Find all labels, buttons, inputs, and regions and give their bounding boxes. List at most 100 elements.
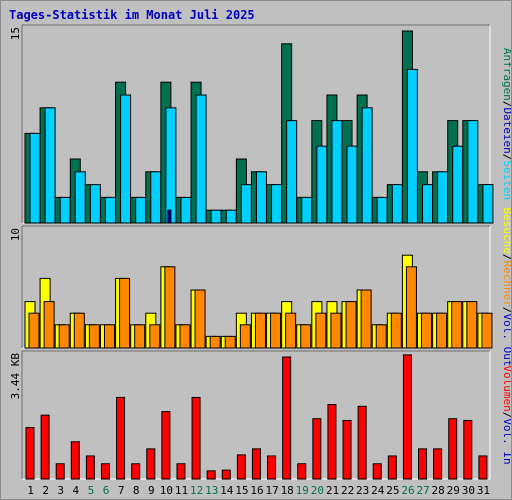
bar-dateien-31: [482, 184, 494, 224]
legend-text-1-3: /: [501, 154, 511, 161]
legend-text-2-1: /: [501, 254, 511, 261]
bar-rechner-10: [164, 266, 176, 349]
x-tick-label-23: 23: [356, 484, 369, 497]
bar-dateien-22: [346, 145, 358, 224]
x-tick-label-19: 19: [296, 484, 309, 497]
bar-dateien-29: [452, 145, 464, 224]
bar-dateien-13: [210, 209, 222, 224]
bar-volumen-14: [221, 469, 231, 480]
bar-volumen-24: [372, 463, 382, 480]
bar-dateien-21: [331, 120, 343, 224]
bar-volumen-1: [25, 427, 35, 480]
bar-rechner-15: [239, 324, 251, 349]
bar-dateien-11: [180, 196, 192, 224]
legend-text-3-0: Volumen: [501, 365, 511, 411]
bar-rechner-20: [315, 312, 327, 349]
x-tick-label-31: 31: [477, 484, 490, 497]
bar-volumen-28: [433, 448, 443, 480]
bar-volumen-16: [251, 448, 261, 480]
legend-text-1-1: /: [501, 101, 511, 108]
x-tick-label-4: 4: [73, 484, 80, 497]
bar-volumen-31: [478, 455, 488, 480]
x-tick-label-29: 29: [447, 484, 460, 497]
x-tick-label-15: 15: [235, 484, 248, 497]
panel-3-max-label: 3.44 KB: [9, 353, 22, 400]
bar-rechner-8: [134, 324, 146, 349]
bar-dateien-1: [29, 132, 41, 224]
x-tick-label-20: 20: [311, 484, 324, 497]
bar-rechner-16: [254, 312, 266, 349]
bar-volumen-8: [131, 463, 141, 480]
x-tick-label-22: 22: [341, 484, 354, 497]
bar-dateien-14: [225, 209, 237, 224]
bar-volumen-12: [191, 396, 201, 480]
bar-dateien-3: [59, 196, 71, 224]
bar-rechner-11: [179, 324, 191, 349]
x-tick-label-13: 13: [205, 484, 218, 497]
bar-rechner-12: [194, 289, 206, 349]
bar-volumen-17: [267, 455, 277, 480]
bar-volumen-5: [85, 455, 95, 480]
bar-rechner-6: [103, 324, 115, 349]
bar-volumen-2: [40, 414, 50, 480]
bar-dateien-16: [255, 171, 267, 224]
bar-rechner-7: [119, 277, 131, 349]
bar-volumen-22: [342, 419, 352, 480]
x-tick-label-7: 7: [118, 484, 125, 497]
bar-volumen-3: [55, 463, 65, 480]
bar-rechner-24: [375, 324, 387, 349]
bar-dateien-24: [376, 196, 388, 224]
bar-rechner-17: [270, 312, 282, 349]
bar-volumen-11: [176, 463, 186, 480]
bar-seiten-10: [167, 209, 172, 224]
legend-text-2-0: Besuche: [501, 208, 511, 254]
bar-dateien-9: [150, 171, 162, 224]
legend-text-1-4: Seiten: [501, 160, 511, 200]
x-tick-label-17: 17: [265, 484, 278, 497]
bar-rechner-18: [285, 312, 297, 349]
bar-rechner-26: [405, 266, 417, 349]
x-tick-label-27: 27: [416, 484, 429, 497]
bar-dateien-6: [104, 196, 116, 224]
bar-dateien-8: [135, 196, 147, 224]
x-tick-label-8: 8: [133, 484, 140, 497]
bar-volumen-29: [448, 418, 458, 480]
x-tick-label-2: 2: [42, 484, 49, 497]
bar-rechner-25: [390, 312, 402, 349]
legend-text-1-0: Anfragen: [501, 48, 511, 101]
bar-dateien-5: [89, 184, 101, 224]
bar-volumen-13: [206, 470, 216, 480]
legend-text-2-2: Rechner: [501, 261, 511, 308]
x-tick-label-6: 6: [103, 484, 110, 497]
legend-text-2-3: /: [501, 307, 511, 314]
x-tick-label-9: 9: [148, 484, 155, 497]
bar-rechner-22: [345, 301, 357, 349]
x-tick-label-18: 18: [281, 484, 294, 497]
bar-rechner-29: [451, 301, 463, 349]
bar-volumen-7: [116, 396, 126, 480]
panel-2-legend-label: Besuche/Rechner/Vol. Out: [501, 208, 511, 367]
bar-volumen-27: [418, 448, 428, 480]
bar-dateien-28: [437, 171, 449, 224]
legend-text-1-2: Dateien: [501, 107, 511, 153]
bar-rechner-23: [360, 289, 372, 349]
bar-rechner-31: [481, 312, 493, 349]
bar-rechner-28: [436, 312, 448, 349]
bar-rechner-30: [466, 301, 478, 349]
bar-dateien-18: [286, 120, 298, 224]
bar-dateien-19: [301, 196, 313, 224]
legend-text-2-4: Vol. Out: [501, 313, 511, 366]
bar-dateien-27: [422, 184, 434, 224]
x-tick-label-21: 21: [326, 484, 339, 497]
bar-rechner-3: [58, 324, 70, 349]
bar-volumen-25: [387, 455, 397, 480]
bar-volumen-30: [463, 419, 473, 480]
bar-volumen-23: [357, 405, 367, 480]
bar-volumen-21: [327, 404, 337, 480]
bar-volumen-26: [402, 354, 412, 480]
bar-rechner-4: [73, 312, 85, 349]
legend-text-3-2: Vol. In: [501, 418, 511, 464]
bar-dateien-7: [120, 94, 132, 224]
bar-rechner-2: [43, 301, 55, 349]
